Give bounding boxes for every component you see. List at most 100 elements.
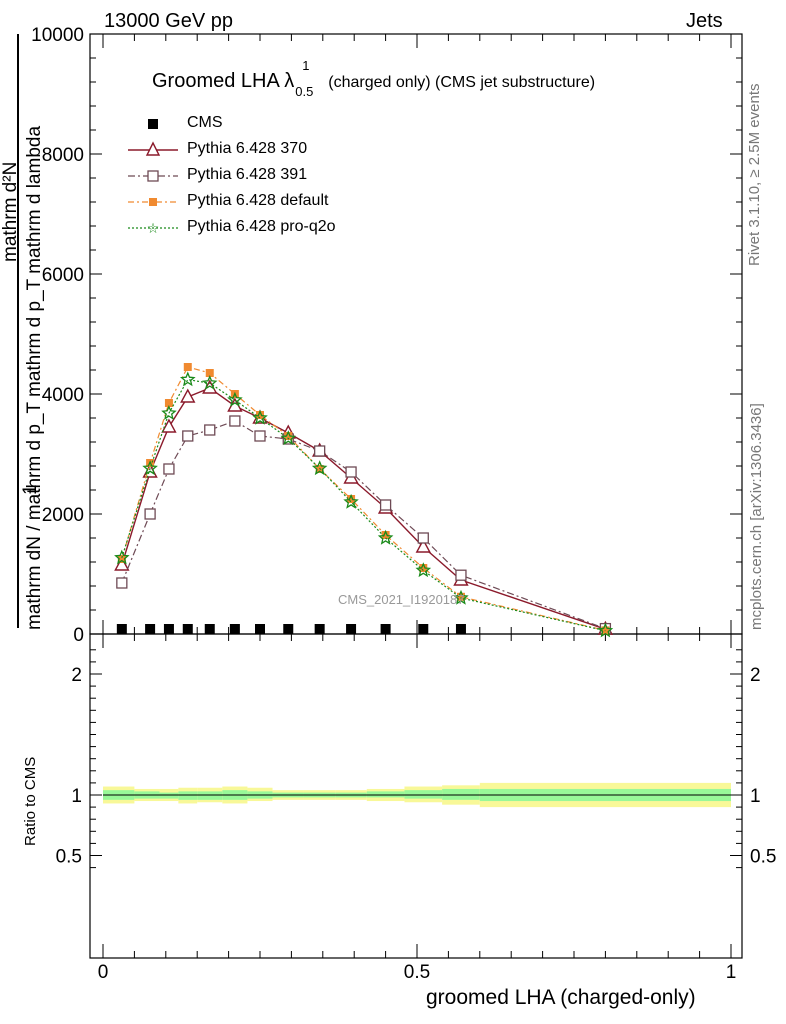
series-3-point [183,363,192,371]
series-4-point [343,493,359,509]
series-3-point [284,432,293,440]
series-1-point [227,397,243,412]
cms-data-point [204,624,215,634]
ratio-plot-frame [89,633,743,959]
legend-label-p391: Pythia 6.428 391 [187,166,308,183]
data-series [114,363,614,638]
series-2-point [417,532,429,544]
legend-label-p370: Pythia 6.428 370 [187,140,308,157]
series-4-point [180,371,196,387]
series-1-point [415,538,431,553]
header-left-label: 13000 GeV pp [104,10,233,32]
axis-ticks [90,33,742,958]
legend-entry-pq2o: ☆ Pythia 6.428 pro-q2o [128,216,388,242]
ratio-inner-band [159,792,179,799]
cms-data-point [116,624,127,634]
cms-data-point [455,624,466,634]
series-3-point [347,495,356,503]
main-y-tick-label: 8000 [42,145,84,166]
plot-title-rest: (charged only) (CMS jet substructure) [328,74,596,91]
series-3-point [164,399,173,407]
series-4-point [377,529,394,545]
legend-entry-p391: Pythia 6.428 391 [128,164,388,190]
series-4-point [161,405,177,420]
cms-data-point [380,624,391,634]
legend-entry-pdefault: Pythia 6.428 default [128,190,388,216]
tick-labels: 0 2000 4000 6000 8000 10000 0.5 0.5 1 1 2 2 0 0.5 1 [31,25,776,983]
main-y-tick-label: 4000 [42,385,84,406]
series-2-point [314,445,326,457]
series-4-point [597,622,614,638]
ratio-inner-band [442,788,480,800]
ratio-inner-band [366,791,405,798]
analysis-watermark: CMS_2021_I1920187 [338,592,465,607]
svg-text:☆: ☆ [147,220,160,236]
legend: CMS Pythia 6.428 370 Pythia 6.428 391 Py… [128,112,388,242]
cms-data-point [145,624,156,634]
series-4-point [453,589,469,605]
legend-entry-cms: CMS [128,112,388,138]
cms-data-point [229,624,240,634]
ratio-y-tick-label-right: 1 [750,786,761,807]
main-y-tick-label: 0 [73,625,84,646]
x-tick-label: 0.5 [404,962,430,983]
plot-title-sub: 0.5 [295,84,314,99]
series-4-point [280,430,296,446]
series-3-point [205,369,214,377]
ratio-inner-band [178,791,198,800]
series-2-point [144,508,156,520]
ratio-y-axis-label: Ratio to CMS [22,756,39,846]
series-3-point [117,555,126,563]
series-4-line [121,378,606,632]
x-tick-label: 1 [726,962,737,983]
ratio-y-tick-label-left: 0.5 [56,847,82,868]
series-2-point [163,463,175,475]
series-1-point [114,556,130,571]
rivet-version-label: Rivet 3.1.10, ≥ 2.5M events [746,83,763,267]
ratio-y-tick-label-right: 2 [750,665,761,686]
main-y-tick-label: 6000 [42,265,84,286]
series-4-point [114,549,130,565]
legend-label-cms: CMS [187,114,223,131]
x-tick-label: 0 [98,962,109,983]
series-2-point [379,499,392,511]
cms-data-point [182,624,193,634]
series-2-point [182,430,194,442]
y-axis-label-numerator: mathrm d²N [0,161,21,262]
cms-data-point [314,624,325,634]
cms-data-point [283,624,294,634]
series-3-point [419,564,428,572]
y-axis-label-denominator: mathrm dN / mathrm d p_T mathrm d p_T ma… [24,125,45,630]
series-2-point [229,415,241,427]
series-2-point [254,430,266,442]
cms-data-point [163,624,174,634]
cms-data-point [418,624,429,634]
series-3-point [256,411,264,419]
cms-data-point [346,624,357,634]
ratio-y-tick-label-left: 1 [71,786,82,807]
legend-label-pq2o: Pythia 6.428 pro-q2o [187,218,336,235]
legend-label-pdefault: Pythia 6.428 default [187,192,329,209]
series-4-point [227,391,243,407]
series-2-point [204,424,216,436]
series-4-point [142,460,158,476]
series-3-line [121,366,606,631]
plot-title-main: Groomed LHA λ [152,70,295,92]
mcplots-source-label: mcplots.cern.ch [arXiv:1306.3436] [748,403,765,630]
header-right-label: Jets [686,10,723,32]
y-axis-label-fraction-bar [17,34,19,628]
plot-frames [89,33,743,959]
legend-entry-p370: Pythia 6.428 370 [128,138,388,164]
series-3-point [456,592,465,601]
series-2-point [116,577,128,589]
series-1-point [161,418,177,433]
plot-title: Groomed LHA λ 1 0.5 (charged only) (CMS jet… [152,58,596,99]
cms-data-point [255,624,265,634]
ratio-uncertainty-bands [103,782,731,808]
series-2-point [455,569,467,581]
series-4-point [252,409,268,425]
ratio-y-tick-label-left: 2 [71,665,82,686]
series-4-point [415,562,432,578]
series-4-point [202,375,218,390]
